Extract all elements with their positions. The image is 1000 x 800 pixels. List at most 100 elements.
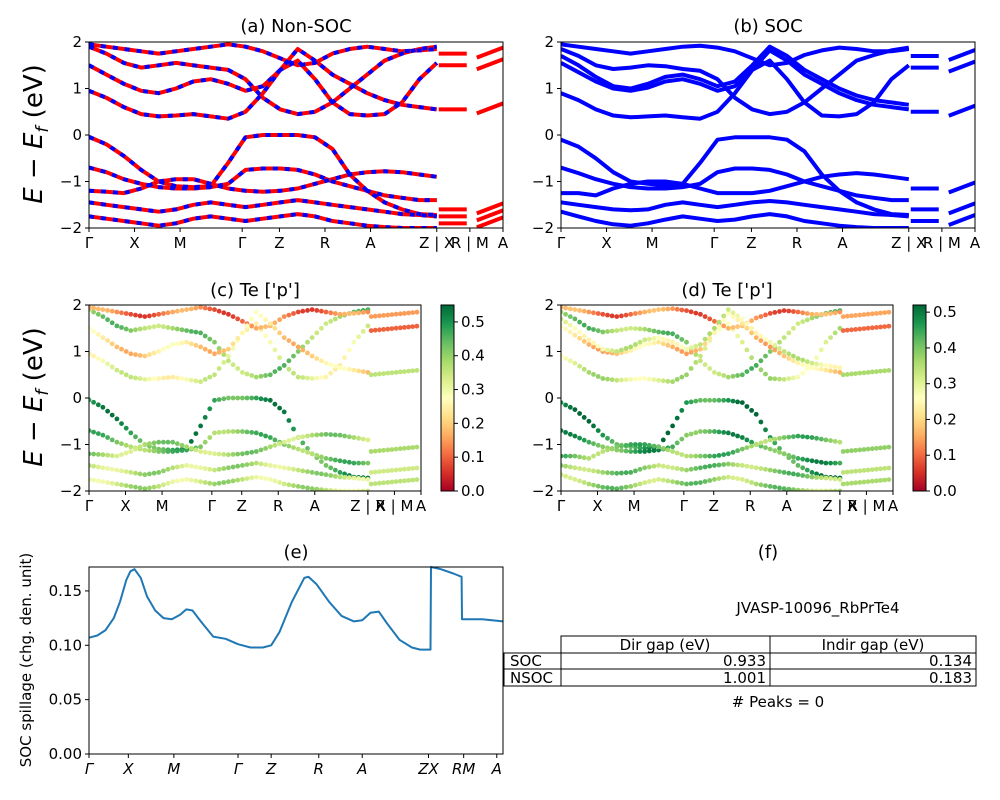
band-point <box>749 318 754 324</box>
band-point <box>814 361 819 367</box>
band-point <box>263 446 268 451</box>
band-point <box>109 308 115 314</box>
band-point <box>300 448 306 454</box>
band-point <box>730 432 736 437</box>
band-point <box>823 311 829 317</box>
band-point <box>581 366 587 372</box>
band-point <box>105 317 110 323</box>
band-point <box>230 341 236 347</box>
band-point <box>291 311 296 316</box>
band-point <box>170 374 176 380</box>
band-point <box>309 376 315 381</box>
band-point <box>707 429 713 434</box>
band-point <box>688 399 694 405</box>
band-point <box>665 306 671 312</box>
band-point <box>381 313 386 318</box>
band-point <box>698 465 703 471</box>
band-point <box>777 309 782 314</box>
band-point <box>133 327 138 333</box>
band-point <box>832 369 838 374</box>
band-point <box>179 376 185 381</box>
band-point <box>781 377 787 382</box>
band-point <box>235 477 241 483</box>
band-point <box>295 435 301 440</box>
band-point <box>372 469 378 475</box>
ytick-label: 0 <box>72 389 82 407</box>
band-point <box>844 372 850 377</box>
band-point <box>365 460 371 466</box>
band-point <box>406 324 411 330</box>
band-point <box>581 333 587 339</box>
band-point <box>368 470 374 475</box>
band-point <box>230 395 236 401</box>
band-point <box>786 356 792 361</box>
band-point <box>730 462 736 467</box>
band-point <box>716 319 722 325</box>
band-point <box>572 465 578 471</box>
band-point <box>628 377 634 382</box>
xtick-label: A <box>365 234 376 252</box>
band-point <box>591 423 596 429</box>
band-point <box>314 432 320 438</box>
band-point <box>605 329 610 334</box>
band-point <box>365 309 371 315</box>
band-point <box>207 306 213 312</box>
band-point <box>95 402 101 408</box>
band-line <box>948 103 975 118</box>
band-point <box>385 480 391 485</box>
band-point <box>258 373 264 379</box>
band-point <box>572 307 578 312</box>
colorbar-label: 0.0 <box>461 482 485 500</box>
band-point <box>670 479 675 485</box>
band-point <box>212 467 217 473</box>
band-point <box>614 444 620 450</box>
band-point <box>660 437 666 443</box>
band-point <box>665 447 671 453</box>
band-point <box>263 317 268 323</box>
band-point <box>300 434 306 440</box>
band-point <box>865 370 871 375</box>
band-point <box>202 449 208 455</box>
band-point <box>646 327 652 333</box>
band-point <box>572 316 578 322</box>
band-point <box>651 308 657 313</box>
band-point <box>226 358 231 364</box>
band-point <box>730 398 736 404</box>
band-point <box>786 486 792 491</box>
band-point <box>397 467 403 472</box>
band-point <box>665 342 671 348</box>
band-point <box>865 467 871 473</box>
band-point <box>623 484 629 490</box>
band-point <box>319 325 324 331</box>
band-point <box>202 377 208 382</box>
band-point <box>809 315 815 321</box>
band-point <box>804 457 810 463</box>
band-point <box>853 371 858 376</box>
band-point <box>351 311 357 316</box>
band-point <box>882 445 888 450</box>
panel-c-ylabel: E − Ef (eV) <box>19 327 53 467</box>
band-point <box>605 470 610 476</box>
band-point <box>679 436 685 442</box>
band-point <box>642 449 648 454</box>
band-point <box>337 470 343 475</box>
ytick-label: 1 <box>72 80 82 98</box>
band-point <box>202 333 208 339</box>
band-point <box>170 342 176 347</box>
ytick-label: 2 <box>544 33 554 51</box>
band-point <box>410 324 416 329</box>
panel-d-title: (d) Te ['p'] <box>681 280 772 301</box>
band-point <box>786 330 792 336</box>
band-point <box>198 305 203 310</box>
band-point <box>202 466 208 471</box>
xtick-label: R | M <box>375 497 413 515</box>
band-point <box>623 442 629 448</box>
table-cell: 0.183 <box>929 669 972 687</box>
band-point <box>109 320 115 326</box>
band-point <box>147 313 152 319</box>
band-point <box>628 325 634 331</box>
band-point <box>693 453 699 459</box>
band-point <box>240 477 245 482</box>
band-point <box>623 470 629 476</box>
band-point <box>193 431 199 436</box>
